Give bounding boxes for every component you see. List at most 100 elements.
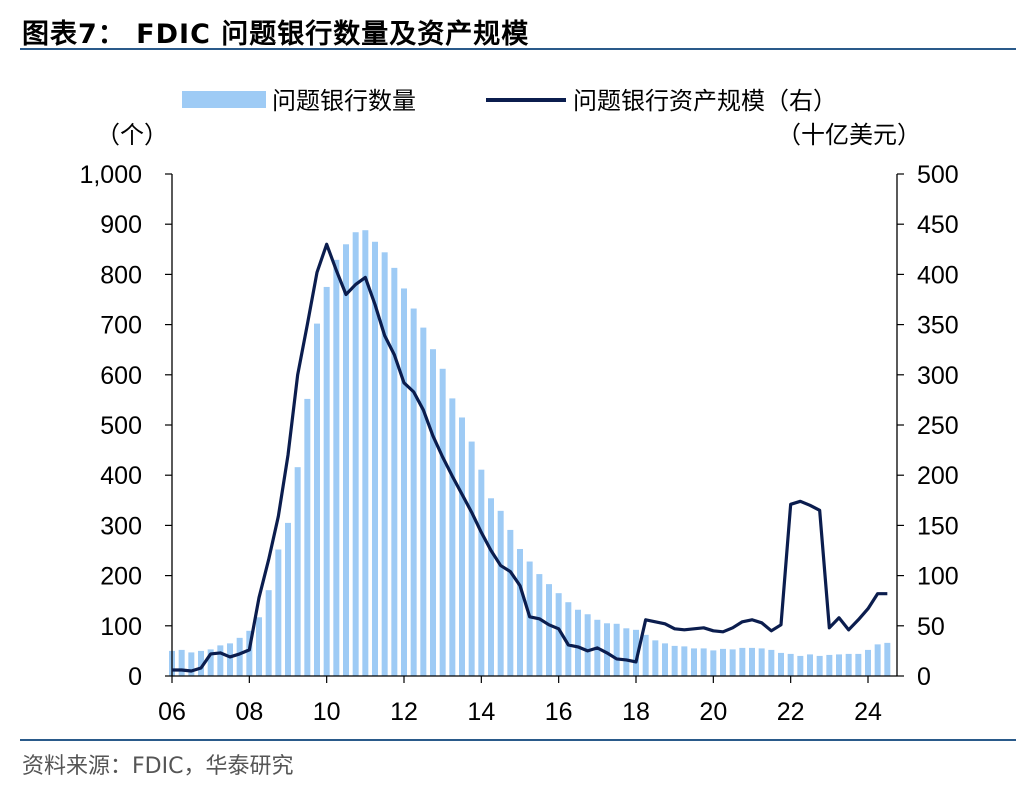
right-tick-label: 400 — [917, 261, 959, 289]
bar — [700, 648, 707, 676]
bar — [256, 617, 262, 676]
bar — [362, 230, 369, 676]
bar — [739, 647, 746, 676]
right-tick-label: 450 — [917, 211, 959, 239]
bar — [565, 602, 572, 676]
left-tick-label: 1,000 — [79, 161, 142, 189]
bar — [681, 646, 688, 676]
bar — [546, 584, 552, 676]
bar — [304, 398, 311, 676]
bar — [459, 417, 465, 676]
bar — [314, 323, 320, 676]
bar — [758, 648, 765, 676]
left-tick-label: 600 — [100, 362, 142, 390]
left-tick-label: 200 — [100, 563, 142, 591]
right-tick-label: 100 — [917, 563, 959, 591]
tick-labels: 0 100 200 300 400 500 600 700 800 900 1,000 0 50 100 1… — [79, 161, 958, 726]
bar — [584, 614, 591, 676]
bar — [285, 522, 291, 676]
bar — [613, 623, 620, 676]
bar — [855, 653, 862, 676]
bar — [652, 640, 659, 676]
footer-divider — [20, 739, 1016, 741]
bar — [555, 593, 562, 676]
left-tick-label: 100 — [100, 613, 142, 641]
bar — [884, 642, 891, 676]
axes — [165, 173, 904, 683]
x-tick-label: 20 — [699, 698, 727, 726]
bar — [797, 655, 804, 676]
bar — [439, 368, 446, 676]
legend-bar-label: 问题银行数量 — [272, 88, 416, 115]
bar — [265, 590, 272, 676]
bar — [749, 647, 755, 676]
line-path — [172, 242, 888, 673]
bar — [410, 308, 417, 676]
bar — [381, 252, 388, 676]
bar — [633, 629, 639, 676]
right-tick-label: 250 — [917, 412, 959, 440]
right-axis-unit: （十亿美元） — [777, 122, 921, 149]
bar — [401, 288, 407, 676]
bar — [816, 655, 823, 676]
x-tick-label: 10 — [313, 698, 341, 726]
bar — [207, 649, 214, 676]
bar — [807, 654, 813, 676]
bar — [865, 649, 871, 676]
x-tick-label: 06 — [158, 698, 186, 726]
bar — [198, 650, 204, 676]
right-tick-label: 0 — [917, 663, 931, 691]
left-tick-label: 300 — [100, 512, 142, 540]
left-tick-label: 500 — [100, 412, 142, 440]
bar — [845, 653, 852, 676]
bar — [333, 259, 340, 676]
right-tick-label: 150 — [917, 512, 959, 540]
right-tick-label: 500 — [917, 161, 959, 189]
x-tick-label: 12 — [390, 698, 418, 726]
legend-line-label: 问题银行资产规模（右） — [573, 88, 837, 115]
bar — [478, 469, 485, 676]
bar — [275, 549, 282, 676]
legend-bar-swatch — [182, 91, 266, 108]
bar — [449, 398, 456, 676]
chart: 问题银行数量 问题银行资产规模（右） （个） （十亿美元） 0100200300… — [79, 88, 958, 726]
x-tick-label: 08 — [235, 698, 263, 726]
x-tick-label: 22 — [777, 698, 805, 726]
page-title: 图表7： FDIC 问题银行数量及资产规模 — [22, 19, 530, 50]
right-tick-label: 350 — [917, 312, 959, 340]
bar — [343, 244, 349, 676]
bar — [874, 644, 881, 676]
bar — [768, 649, 775, 676]
bar — [507, 529, 514, 676]
legend: 问题银行数量 问题银行资产规模（右） — [182, 88, 837, 115]
bar — [236, 637, 243, 676]
left-tick-label: 0 — [128, 663, 142, 691]
right-tick-label: 50 — [917, 613, 945, 641]
footer-source: 资料来源：FDIC，华泰研究 — [22, 754, 294, 779]
bar — [227, 643, 233, 676]
left-axis-unit: （个） — [96, 122, 168, 149]
bar — [468, 441, 475, 676]
bar — [729, 649, 736, 676]
left-tick-label: 900 — [100, 211, 142, 239]
bar — [488, 498, 494, 676]
bar — [178, 649, 185, 676]
bar — [217, 645, 224, 676]
bar — [246, 630, 253, 676]
bar — [691, 648, 697, 676]
x-tick-label: 16 — [545, 698, 573, 726]
x-tick-label: 18 — [622, 698, 650, 726]
bar — [826, 654, 833, 676]
x-tick-label: 14 — [467, 698, 495, 726]
bar — [642, 634, 649, 676]
bar — [497, 510, 504, 676]
bar — [710, 650, 717, 676]
bar — [662, 643, 668, 676]
bar — [391, 267, 398, 676]
left-tick-label: 800 — [100, 261, 142, 289]
bar — [536, 574, 543, 676]
bar — [517, 548, 523, 676]
right-tick-label: 200 — [917, 462, 959, 490]
bar — [575, 609, 581, 676]
right-tick-label: 300 — [917, 362, 959, 390]
